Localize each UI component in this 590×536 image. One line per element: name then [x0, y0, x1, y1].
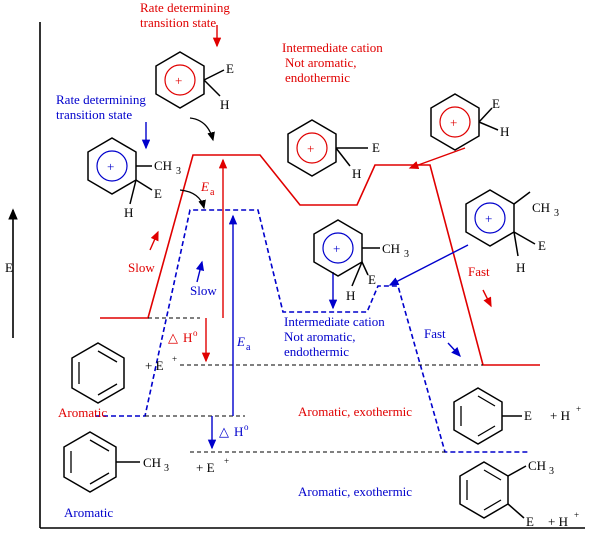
red-product-e-label: E [524, 408, 532, 423]
blue-product-byproduct: + H [548, 514, 568, 529]
blue-ts-arenium-molecule: + CH 3 E H [87, 137, 181, 220]
benzene-reactant-molecule [71, 342, 125, 404]
toluene-reactant-molecule [63, 431, 140, 493]
red-reactant-label: Aromatic [58, 405, 107, 420]
red-intermediate-label-line1: Intermediate cation [282, 40, 383, 55]
red-delta-h-sup: o [193, 328, 198, 338]
red-slow-arrow [149, 230, 159, 251]
red-ea-label: E [200, 179, 209, 194]
red-rds-label-line2: transition state [140, 15, 216, 30]
blue-intermediate-label-line2: Not aromatic, [284, 329, 355, 344]
red-fast-label: Fast [468, 264, 490, 279]
red-intermediate-label-line2: Not aromatic, [285, 55, 356, 70]
svg-text:+: + [485, 211, 492, 226]
svg-text:E: E [226, 61, 234, 76]
red-ts-arenium-right-molecule: + E H [430, 93, 509, 151]
red-ts-curved-arrow [189, 117, 215, 142]
svg-text:H: H [124, 205, 133, 220]
axis-label-e: E [5, 260, 13, 275]
blue-product-label: Aromatic, exothermic [298, 484, 412, 499]
red-reagent-sup: + [172, 354, 177, 364]
blue-energy-curve [95, 209, 530, 453]
blue-product-byproduct-sup: + [574, 510, 579, 520]
red-intermediate-label-line3: endothermic [285, 70, 350, 85]
red-product-byproduct-sup: + [576, 404, 581, 414]
svg-text:H: H [516, 260, 525, 275]
blue-ts-arenium-right-molecule: + CH 3 E H [465, 189, 559, 275]
svg-text:CH: CH [532, 200, 550, 215]
svg-text:H: H [346, 288, 355, 303]
red-delta-symbol: △ [168, 330, 178, 345]
blue-rds-label-line1: Rate determining [56, 92, 146, 107]
blue-product-methyl: CH [528, 458, 546, 473]
blue-delta-h-label: H [234, 424, 243, 439]
red-slow-label: Slow [128, 260, 155, 275]
red-intermediate-arrow [408, 147, 466, 170]
benzene-e-product-molecule [453, 387, 522, 445]
blue-reactant-label: Aromatic [64, 505, 113, 520]
blue-fast-label: Fast [424, 326, 446, 341]
blue-delta-symbol: △ [219, 424, 229, 439]
blue-ea-sub: a [246, 342, 251, 353]
svg-text:E: E [372, 140, 380, 155]
svg-text:H: H [220, 97, 229, 112]
blue-product-e-label: E [526, 514, 534, 529]
svg-text:E: E [492, 96, 500, 111]
blue-fast-arrow [447, 342, 461, 358]
axes: E [5, 22, 585, 529]
svg-text:E: E [154, 186, 162, 201]
toluene-methyl-label: CH [143, 455, 161, 470]
blue-product-methyl-sub: 3 [549, 466, 554, 477]
toluene-methyl-sub: 3 [164, 463, 169, 474]
svg-text:H: H [352, 166, 361, 181]
svg-text:CH: CH [154, 158, 172, 173]
red-reagent-label: + E [145, 358, 164, 373]
toluene-e-product-molecule [459, 461, 527, 519]
red-product-label: Aromatic, exothermic [298, 404, 412, 419]
red-rds-label-line1: Rate determining [140, 0, 230, 15]
blue-delta-h-sup: o [244, 422, 249, 432]
blue-intermediate-label-line1: Intermediate cation [284, 314, 385, 329]
red-delta-h-label: H [183, 330, 192, 345]
svg-text:+: + [333, 241, 340, 256]
blue-ts-curved-arrow [179, 189, 206, 210]
blue-ea-label: E [236, 334, 245, 349]
red-energy-curve [100, 154, 540, 366]
red-product-byproduct: + H [550, 408, 570, 423]
svg-text:+: + [107, 159, 114, 174]
blue-intermediate-molecule: + CH 3 E H [313, 219, 409, 303]
blue-reagent-sup: + [224, 456, 229, 466]
blue-intermediate-label-line3: endothermic [284, 344, 349, 359]
svg-text:+: + [307, 141, 314, 156]
blue-slow-arrow [195, 260, 205, 283]
svg-text:+: + [450, 115, 457, 130]
red-ts-arenium-molecule: + E H [155, 51, 234, 112]
reference-lines [145, 317, 483, 453]
svg-text:3: 3 [554, 208, 559, 219]
svg-text:3: 3 [404, 249, 409, 260]
red-ea-sub: a [210, 187, 215, 198]
red-intermediate-molecule: + E H [287, 119, 380, 181]
blue-intermediate-arrow [388, 244, 469, 286]
red-fast-arrow [482, 289, 492, 308]
svg-text:E: E [538, 238, 546, 253]
svg-text:3: 3 [176, 166, 181, 177]
svg-text:H: H [500, 124, 509, 139]
blue-reagent-label: + E [196, 460, 215, 475]
svg-text:CH: CH [382, 241, 400, 256]
svg-text:E: E [368, 272, 376, 287]
svg-text:+: + [175, 73, 182, 88]
blue-slow-label: Slow [190, 283, 217, 298]
blue-rds-label-line2: transition state [56, 107, 132, 122]
